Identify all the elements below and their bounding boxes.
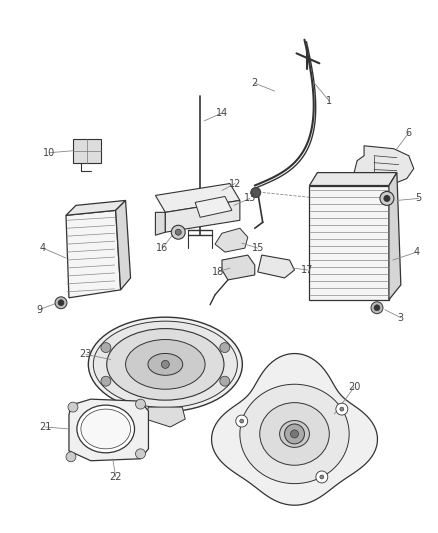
Ellipse shape — [240, 384, 349, 483]
Polygon shape — [354, 146, 414, 182]
Circle shape — [374, 305, 380, 311]
Text: 2: 2 — [252, 78, 258, 88]
Circle shape — [336, 403, 348, 415]
Text: 10: 10 — [43, 148, 55, 158]
Text: 9: 9 — [36, 305, 42, 314]
Polygon shape — [222, 255, 255, 280]
Ellipse shape — [107, 329, 224, 400]
Polygon shape — [155, 212, 165, 235]
Circle shape — [285, 424, 304, 444]
Circle shape — [371, 302, 383, 314]
Circle shape — [161, 360, 170, 368]
Circle shape — [240, 419, 244, 423]
Text: 16: 16 — [156, 243, 169, 253]
Text: 20: 20 — [348, 382, 360, 392]
Circle shape — [101, 343, 111, 352]
Text: 17: 17 — [301, 265, 314, 275]
Text: 13: 13 — [244, 193, 256, 204]
Ellipse shape — [77, 405, 134, 453]
Text: 21: 21 — [39, 422, 51, 432]
Ellipse shape — [88, 317, 242, 411]
Circle shape — [58, 300, 64, 306]
Polygon shape — [212, 353, 378, 505]
Text: 18: 18 — [212, 267, 224, 277]
Circle shape — [135, 449, 145, 459]
Ellipse shape — [126, 340, 205, 389]
Circle shape — [175, 229, 181, 235]
Polygon shape — [145, 407, 185, 427]
Polygon shape — [116, 200, 131, 290]
Text: 4: 4 — [413, 247, 420, 257]
Ellipse shape — [260, 402, 329, 465]
Circle shape — [55, 297, 67, 309]
Circle shape — [384, 196, 390, 201]
Polygon shape — [195, 197, 232, 217]
Text: 23: 23 — [80, 350, 92, 359]
Circle shape — [220, 376, 230, 386]
Ellipse shape — [279, 421, 309, 447]
Circle shape — [316, 471, 328, 483]
Polygon shape — [309, 173, 397, 185]
Polygon shape — [155, 183, 240, 212]
Ellipse shape — [93, 321, 237, 408]
Circle shape — [340, 407, 344, 411]
Polygon shape — [69, 399, 148, 461]
Circle shape — [290, 430, 298, 438]
Polygon shape — [258, 255, 294, 278]
Ellipse shape — [148, 353, 183, 375]
Text: 3: 3 — [398, 313, 404, 322]
Text: 12: 12 — [229, 179, 241, 189]
Circle shape — [135, 399, 145, 409]
Text: 15: 15 — [251, 243, 264, 253]
Circle shape — [236, 415, 248, 427]
Circle shape — [251, 188, 261, 197]
Ellipse shape — [81, 409, 131, 449]
Circle shape — [66, 452, 76, 462]
Circle shape — [220, 343, 230, 352]
Polygon shape — [165, 200, 240, 232]
Polygon shape — [389, 173, 401, 300]
FancyBboxPatch shape — [73, 139, 101, 163]
Text: 5: 5 — [416, 193, 422, 204]
Polygon shape — [309, 185, 389, 300]
Polygon shape — [66, 211, 120, 298]
Circle shape — [68, 402, 78, 412]
Text: 4: 4 — [40, 243, 46, 253]
Polygon shape — [66, 200, 126, 215]
Circle shape — [320, 475, 324, 479]
Circle shape — [101, 376, 111, 386]
Text: 22: 22 — [110, 472, 122, 482]
Circle shape — [171, 225, 185, 239]
Text: 1: 1 — [326, 96, 332, 106]
Text: 6: 6 — [406, 128, 412, 138]
Text: 14: 14 — [216, 108, 228, 118]
Circle shape — [380, 191, 394, 205]
Polygon shape — [215, 228, 248, 252]
